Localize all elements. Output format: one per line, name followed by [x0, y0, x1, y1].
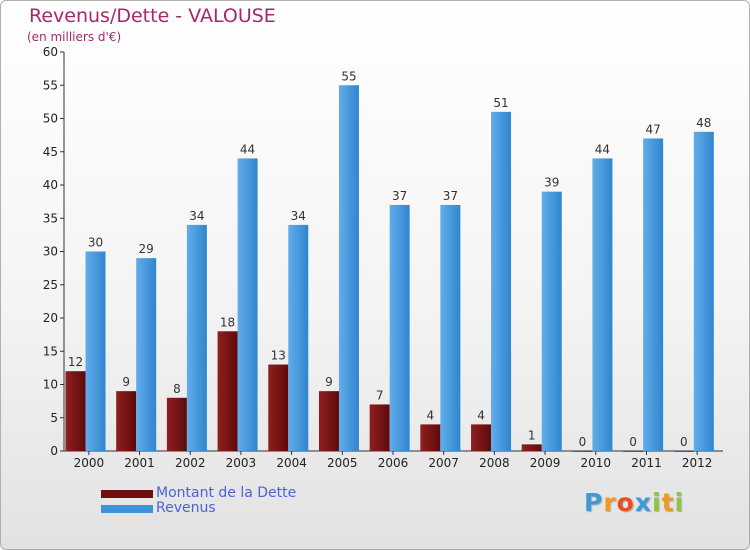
chart-title: Revenus/Dette - VALOUSE: [29, 5, 276, 27]
legend-swatch-dette: [101, 490, 153, 498]
data-label-revenus: 55: [341, 69, 356, 83]
data-label-dette: 18: [220, 315, 235, 329]
bar-revenus: [440, 204, 461, 451]
y-tick-label: 20: [43, 311, 58, 325]
y-tick-label: 60: [43, 45, 58, 59]
data-label-revenus: 44: [240, 142, 255, 156]
data-label-revenus: 39: [544, 176, 559, 190]
logo-letter: r: [603, 488, 617, 517]
data-label-dette: 9: [325, 375, 333, 389]
x-tick-label: 2012: [682, 456, 713, 470]
chart-subtitle: (en milliers d'€): [27, 30, 122, 44]
bar-revenus: [338, 85, 359, 451]
data-label-dette: 13: [271, 349, 286, 363]
data-label-dette: 8: [173, 382, 181, 396]
legend-label-revenus: Revenus: [156, 500, 216, 516]
legend-swatch-revenus: [101, 505, 153, 513]
data-label-dette: 0: [579, 435, 587, 449]
data-label-dette: 0: [629, 435, 637, 449]
bar-revenus: [491, 111, 512, 451]
data-label-revenus: 37: [443, 189, 458, 203]
bar-dette: [65, 371, 86, 451]
x-tick-label: 2002: [175, 456, 206, 470]
bar-dette: [623, 451, 644, 452]
bar-dette: [471, 424, 492, 451]
data-label-revenus: 34: [189, 209, 204, 223]
data-label-dette: 7: [376, 388, 384, 402]
bar-revenus: [288, 224, 309, 451]
x-tick-label: 2003: [226, 456, 257, 470]
bar-dette: [521, 444, 542, 451]
data-label-revenus: 44: [595, 142, 610, 156]
data-label-dette: 4: [477, 408, 485, 422]
data-label-dette: 9: [122, 375, 130, 389]
x-tick-label: 2009: [530, 456, 561, 470]
logo-letter: i: [674, 488, 685, 517]
x-tick-label: 2000: [74, 456, 105, 470]
data-label-revenus: 37: [392, 189, 407, 203]
x-tick-label: 2008: [479, 456, 510, 470]
logo-letter: t: [661, 488, 675, 517]
y-tick-label: 0: [50, 444, 58, 458]
logo-letter: o: [616, 488, 635, 517]
y-tick-label: 10: [43, 378, 58, 392]
y-tick-label: 35: [43, 211, 58, 225]
x-tick-label: 2006: [378, 456, 409, 470]
data-label-revenus: 48: [696, 116, 711, 130]
bar-revenus: [136, 258, 157, 451]
logo-letter: x: [634, 488, 652, 517]
bar-dette: [268, 364, 289, 451]
y-tick-label: 15: [43, 344, 58, 358]
y-tick-label: 45: [43, 145, 58, 159]
y-tick-label: 55: [43, 78, 58, 92]
data-label-dette: 0: [680, 435, 688, 449]
x-tick-label: 2004: [276, 456, 307, 470]
proxiti-logo: Proxiti: [584, 488, 684, 517]
data-label-revenus: 29: [139, 242, 154, 256]
bar-revenus: [541, 191, 562, 451]
data-label-dette: 1: [528, 428, 536, 442]
x-tick-label: 2011: [631, 456, 662, 470]
data-label-revenus: 51: [493, 96, 508, 110]
bar-revenus: [389, 204, 410, 451]
y-tick-label: 5: [50, 411, 58, 425]
bars: [65, 85, 714, 452]
y-tick-label: 50: [43, 112, 58, 126]
bar-revenus: [85, 251, 106, 451]
x-tick-label: 2007: [428, 456, 459, 470]
bar-dette: [420, 424, 441, 451]
x-tick-label: 2001: [124, 456, 155, 470]
bar-dette: [217, 331, 238, 451]
data-label-revenus: 30: [88, 236, 103, 250]
bar-dette: [673, 451, 694, 452]
data-label-revenus: 34: [291, 209, 306, 223]
bar-revenus: [592, 158, 613, 451]
bar-revenus: [237, 158, 258, 451]
bar-revenus: [693, 131, 714, 452]
bar-revenus: [186, 224, 207, 451]
y-tick-label: 30: [43, 245, 58, 259]
y-tick-label: 40: [43, 178, 58, 192]
bar-dette: [369, 404, 390, 451]
data-labels: 12 30 9 29 8 34 18 44 13 34 9 55 7 37 4 37 4 51 1 39 0 44 0 47 0…: [68, 69, 712, 449]
x-tick-label: 2010: [580, 456, 611, 470]
x-tick-label: 2005: [327, 456, 358, 470]
bar-dette: [116, 391, 137, 451]
logo-letter: P: [584, 488, 604, 517]
data-label-dette: 12: [68, 355, 83, 369]
data-label-revenus: 47: [645, 122, 660, 136]
data-label-dette: 4: [427, 408, 435, 422]
legend-label-dette: Montant de la Dette: [156, 485, 297, 501]
logo-letter: i: [652, 488, 662, 517]
bar-dette: [318, 391, 339, 451]
bar-dette: [166, 397, 187, 451]
y-tick-label: 25: [43, 278, 58, 292]
bar-revenus: [643, 138, 664, 451]
bar-dette: [572, 451, 593, 452]
